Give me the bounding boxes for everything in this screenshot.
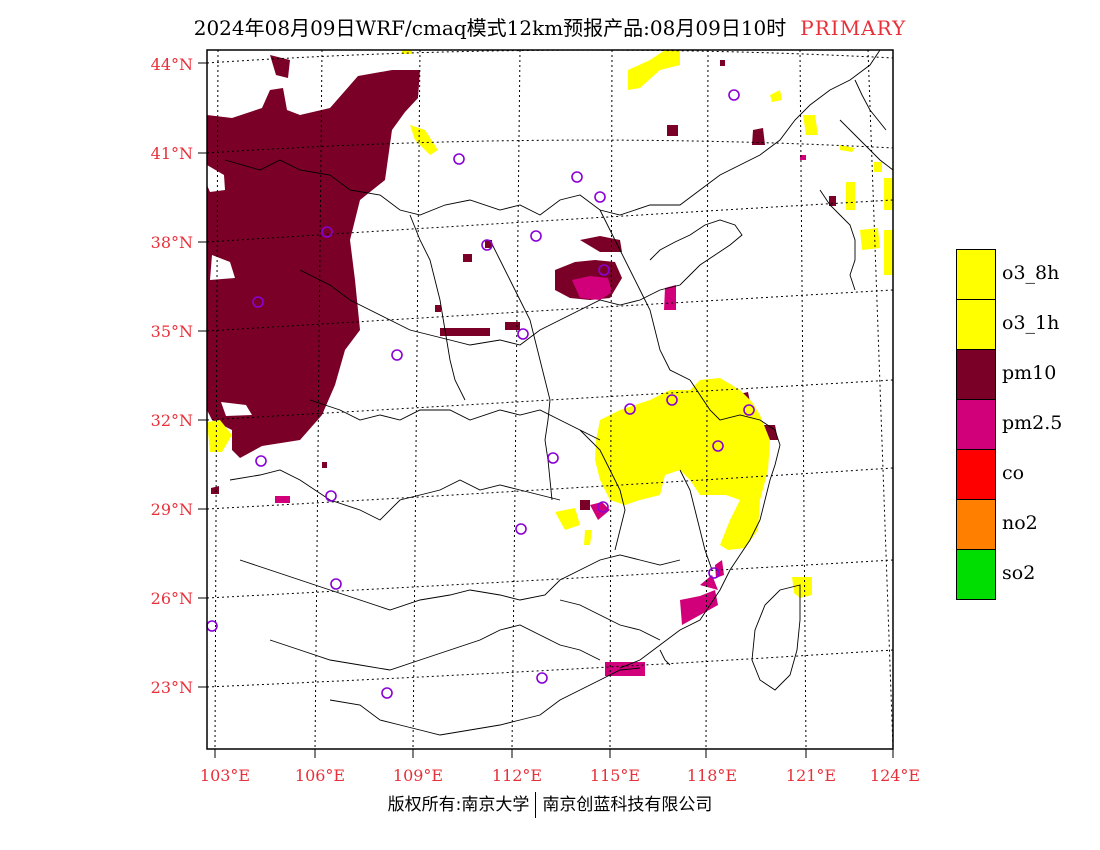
station-marker bbox=[666, 394, 678, 406]
legend-label-pm25: pm2.5 bbox=[1002, 412, 1063, 434]
station-marker bbox=[624, 403, 636, 415]
pm10-region-northwest bbox=[207, 55, 420, 494]
station-marker bbox=[255, 455, 267, 467]
legend-swatch-o3-1h bbox=[956, 299, 996, 350]
copyright-footer: 版权所有:南京大学 南京创蓝科技有限公司 bbox=[0, 790, 1100, 818]
pm25-patches bbox=[275, 155, 806, 676]
legend-label-no2: no2 bbox=[1002, 512, 1038, 534]
legend-label-co: co bbox=[1002, 462, 1025, 484]
legend-swatch-o3-8h bbox=[956, 249, 996, 300]
lon-label-103e: 103°E bbox=[199, 766, 251, 785]
station-marker bbox=[598, 264, 610, 276]
legend-swatch-so2 bbox=[956, 549, 996, 600]
title-tag: PRIMARY bbox=[800, 16, 907, 40]
lon-label-124e: 124°E bbox=[869, 766, 921, 785]
map-frame bbox=[206, 49, 894, 750]
copyright-right: 南京创蓝科技有限公司 bbox=[542, 795, 713, 815]
lon-label-115e: 115°E bbox=[589, 766, 641, 785]
lat-label-38n: 38°N bbox=[150, 233, 193, 252]
copyright-left: 版权所有:南京大学 bbox=[387, 795, 530, 815]
lon-label-112e: 112°E bbox=[491, 766, 543, 785]
unaffected-gaps bbox=[207, 165, 252, 416]
legend-label-o3-1h: o3_1h bbox=[1002, 312, 1060, 334]
legend-item-pm25: pm2.5 bbox=[956, 399, 1086, 450]
legend-item-pm10: pm10 bbox=[956, 349, 1086, 400]
station-marker bbox=[517, 328, 529, 340]
station-marker bbox=[321, 226, 333, 238]
legend-item-co: co bbox=[956, 449, 1086, 500]
graticule bbox=[207, 50, 893, 749]
legend-item-o3-8h: o3_8h bbox=[956, 249, 1086, 300]
legend-label-o3-8h: o3_8h bbox=[1002, 262, 1060, 284]
station-marker bbox=[728, 89, 740, 101]
station-marker bbox=[712, 440, 724, 452]
lat-label-23n: 23°N bbox=[150, 678, 193, 697]
station-marker bbox=[252, 296, 264, 308]
station-marker bbox=[594, 191, 606, 203]
legend-item-so2: so2 bbox=[956, 549, 1086, 600]
station-marker bbox=[708, 567, 720, 579]
footer-separator bbox=[535, 792, 537, 818]
lon-label-109e: 109°E bbox=[392, 766, 444, 785]
station-marker bbox=[453, 153, 465, 165]
legend-swatch-no2 bbox=[956, 499, 996, 550]
station-marker bbox=[391, 349, 403, 361]
legend: o3_8h o3_1h pm10 pm2.5 co no2 so2 bbox=[956, 249, 1086, 600]
monitoring-stations bbox=[206, 89, 755, 699]
legend-swatch-pm10 bbox=[956, 349, 996, 400]
station-marker bbox=[325, 490, 337, 502]
station-marker bbox=[330, 578, 342, 590]
lat-label-26n: 26°N bbox=[150, 589, 193, 608]
lon-label-121e: 121°E bbox=[785, 766, 837, 785]
station-marker bbox=[743, 404, 755, 416]
station-marker bbox=[515, 523, 527, 535]
station-marker bbox=[481, 239, 493, 251]
station-marker bbox=[536, 672, 548, 684]
lon-label-118e: 118°E bbox=[686, 766, 738, 785]
boundary-lines bbox=[224, 50, 893, 736]
legend-label-pm10: pm10 bbox=[1002, 362, 1057, 384]
lat-label-35n: 35°N bbox=[150, 322, 193, 341]
legend-item-no2: no2 bbox=[956, 499, 1086, 550]
station-marker bbox=[597, 501, 609, 513]
lat-label-32n: 32°N bbox=[150, 411, 193, 430]
station-marker bbox=[571, 171, 583, 183]
station-marker bbox=[381, 687, 393, 699]
legend-item-o3-1h: o3_1h bbox=[956, 299, 1086, 350]
legend-swatch-pm25 bbox=[956, 399, 996, 450]
legend-swatch-co bbox=[956, 449, 996, 500]
map-title: 2024年08月09日WRF/cmaq模式12km预报产品:08月09日10时 P… bbox=[0, 12, 1100, 41]
o3-patches bbox=[207, 50, 893, 598]
legend-label-so2: so2 bbox=[1002, 562, 1036, 584]
lat-label-29n: 29°N bbox=[150, 500, 193, 519]
station-marker bbox=[530, 230, 542, 242]
title-main: 2024年08月09日WRF/cmaq模式12km预报产品:08月09日10时 bbox=[193, 16, 787, 40]
lon-label-106e: 106°E bbox=[294, 766, 346, 785]
station-marker bbox=[547, 452, 559, 464]
lat-label-44n: 44°N bbox=[150, 55, 193, 74]
lat-label-41n: 41°N bbox=[150, 144, 193, 163]
axis-ticks bbox=[198, 62, 894, 758]
